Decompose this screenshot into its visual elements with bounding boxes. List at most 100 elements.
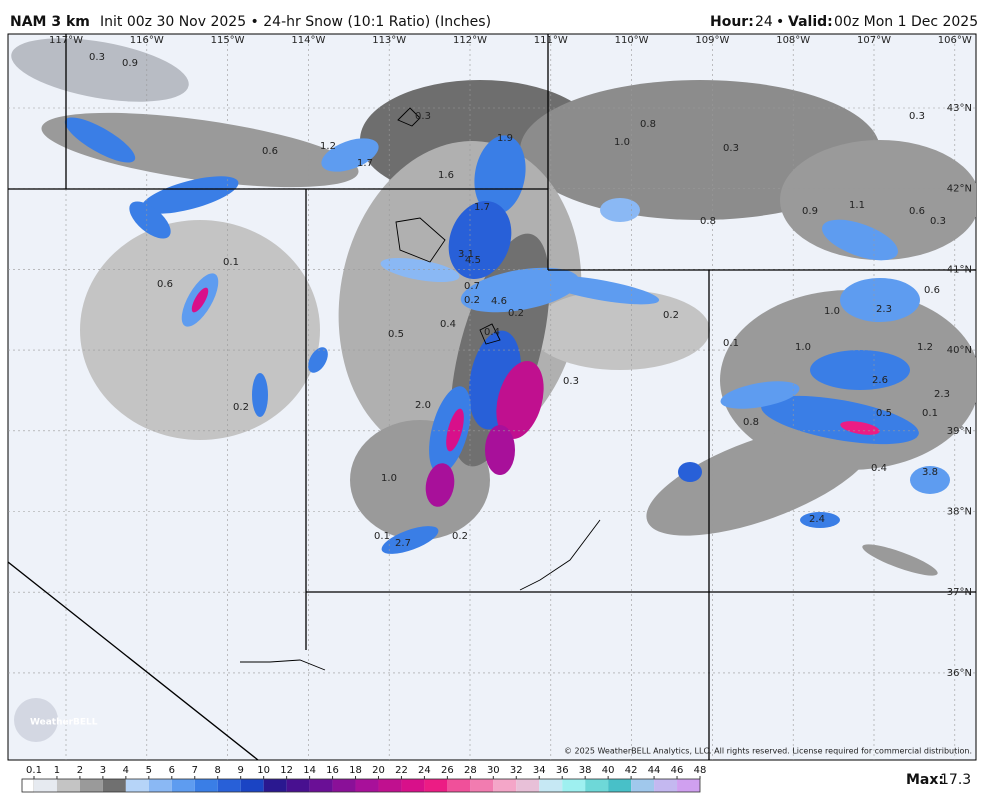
snow-amount: 0.1 (723, 338, 739, 349)
snow-area (446, 408, 464, 452)
snow-amount: 0.4 (484, 327, 500, 338)
longitude-label: 109°W (695, 35, 729, 46)
snow-amount: 3.1 (458, 249, 474, 260)
snow-amount: 1.7 (357, 158, 373, 169)
colorbar-segment (194, 779, 218, 792)
snow-area (191, 287, 209, 313)
snow-amount: 1.0 (795, 342, 811, 353)
colorbar-tick-label: 46 (671, 765, 684, 776)
snow-area (822, 219, 898, 261)
longitude-label: 115°W (211, 35, 245, 46)
colorbar-segment (355, 779, 379, 792)
colorbar-tick-label: 1 (54, 765, 60, 776)
colorbar-tick-label: 2 (77, 765, 83, 776)
longitude-label: 107°W (857, 35, 891, 46)
snow-amount: 0.4 (440, 319, 456, 330)
snow-area (11, 38, 189, 102)
snow-area (485, 425, 515, 475)
colorbar-segment (217, 779, 241, 792)
longitude-label: 117°W (49, 35, 83, 46)
snow-area (810, 350, 910, 390)
colorbar-tick-label: 48 (694, 765, 707, 776)
snow-area (540, 275, 660, 305)
description: Init 00z 30 Nov 2025 • 24-hr Snow (10:1 … (100, 14, 491, 30)
snow-amount: 0.2 (464, 295, 480, 306)
snow-amount: 0.3 (415, 111, 431, 122)
snow-amount: 0.3 (89, 52, 105, 63)
colorbar-segment (539, 779, 563, 792)
colorbar-segment (424, 779, 448, 792)
snow-field (11, 38, 976, 576)
valid-time: 00z Mon 1 Dec 2025 (834, 14, 978, 30)
snow-area (129, 201, 171, 239)
snow-area (530, 290, 710, 370)
model-name: NAM 3 km (10, 14, 90, 30)
snow-amount: 0.1 (223, 257, 239, 268)
logo: WeatherBELL (14, 698, 98, 742)
latitude-label: 39°N (947, 426, 972, 437)
snow-area (800, 512, 840, 528)
longitude-label: 113°W (372, 35, 406, 46)
snow-amount: 0.1 (922, 408, 938, 419)
snow-amount: 2.0 (415, 400, 431, 411)
colorbar-tick-label: 7 (192, 765, 198, 776)
snow-area (474, 135, 526, 215)
latitude-label: 43°N (947, 103, 972, 114)
colorbar-tick-label: 20 (372, 765, 385, 776)
colorbar-tick-label: 10 (257, 765, 270, 776)
longitude-label: 111°W (534, 35, 568, 46)
snow-amount: 1.7 (474, 202, 490, 213)
latitude-label: 38°N (947, 507, 972, 518)
border-lines (8, 34, 976, 760)
snow-amount: 1.2 (917, 342, 933, 353)
colorbar-start (21, 778, 35, 793)
snow-amount: 0.9 (122, 58, 138, 69)
max-value: 17.3 (940, 772, 971, 788)
snow-amount: 0.3 (723, 143, 739, 154)
snow-area (646, 424, 874, 536)
longitude-label: 110°W (615, 35, 649, 46)
snow-area (840, 278, 920, 322)
colorbar-segment (608, 779, 632, 792)
snow-amount: 0.9 (802, 206, 818, 217)
colorbar-tick-label: 22 (395, 765, 408, 776)
snow-amount: 1.6 (438, 170, 454, 181)
colorbar-tick-label: 4 (123, 765, 129, 776)
snow-area (600, 198, 640, 222)
snow-area (41, 112, 359, 188)
longitude-label: 116°W (130, 35, 164, 46)
hour-label: Hour: (710, 14, 754, 30)
colorbar-tick-label: 18 (349, 765, 362, 776)
snow-amount: 0.2 (233, 402, 249, 413)
snow-amount: 0.3 (563, 376, 579, 387)
colorbar-tick-label: 32 (510, 765, 523, 776)
snow-amount: 0.5 (388, 329, 404, 340)
snow-amount: 0.6 (909, 206, 925, 217)
colorbar-segment (562, 779, 586, 792)
snow-amount: 3.8 (922, 467, 938, 478)
longitude-label: 108°W (776, 35, 810, 46)
snow-area (840, 421, 880, 435)
colorbar-segment (401, 779, 425, 792)
snow-amount: 1.9 (497, 133, 513, 144)
latitude-label: 40°N (947, 345, 972, 356)
colorbar-tick-label: 44 (648, 765, 661, 776)
colorbar-segment (654, 779, 678, 792)
snow-area (141, 176, 239, 214)
snow-amount: 0.8 (743, 417, 759, 428)
snow-area (321, 138, 379, 172)
colorbar-tick-label: 28 (464, 765, 477, 776)
latitude-label: 37°N (947, 587, 972, 598)
colorbar-tick-label: 6 (169, 765, 175, 776)
valid-label: Valid: (788, 14, 833, 30)
snow-amount: 0.6 (924, 285, 940, 296)
colorbar-segment (240, 779, 264, 792)
colorbar-segment (447, 779, 471, 792)
colorbar-tick-label: 9 (238, 765, 244, 776)
colorbar-segment (286, 779, 310, 792)
snow-amount: 1.2 (320, 141, 336, 152)
colorbar-segment (378, 779, 402, 792)
copyright: © 2025 WeatherBELL Analytics, LLC. All r… (564, 747, 972, 756)
colorbar-tick-label: 40 (602, 765, 615, 776)
latitude-label: 36°N (947, 668, 972, 679)
